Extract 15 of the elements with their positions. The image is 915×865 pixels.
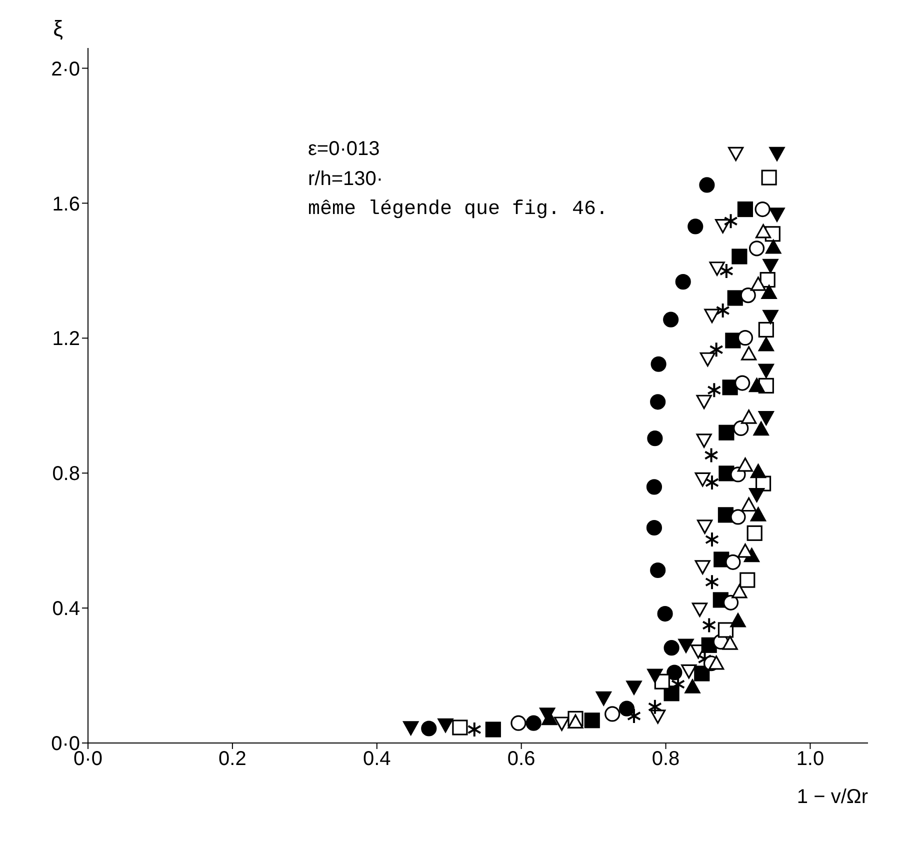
x-tick-label: 1.0 (796, 748, 824, 770)
y-axis-title: ξ (53, 16, 64, 41)
y-tick-label: 1.2 (52, 328, 80, 350)
y-tick-label: 0.4 (52, 598, 80, 620)
y-tick-label: 2·0 (51, 58, 80, 80)
x-tick-label: 0.2 (218, 748, 246, 770)
annotation: même légende que fig. 46. (308, 198, 608, 221)
x-tick-label: 0.6 (507, 748, 536, 770)
y-tick-label: 0.8 (52, 463, 80, 486)
y-tick-label: 1.6 (52, 193, 80, 216)
x-tick-label: 0.4 (362, 748, 391, 770)
annotation: r/h=130· (308, 168, 384, 191)
annotation: ε=0·013 (308, 138, 380, 161)
x-tick-label: 0.8 (652, 748, 680, 770)
x-axis-title: 1 − v/Ωr (796, 786, 868, 808)
